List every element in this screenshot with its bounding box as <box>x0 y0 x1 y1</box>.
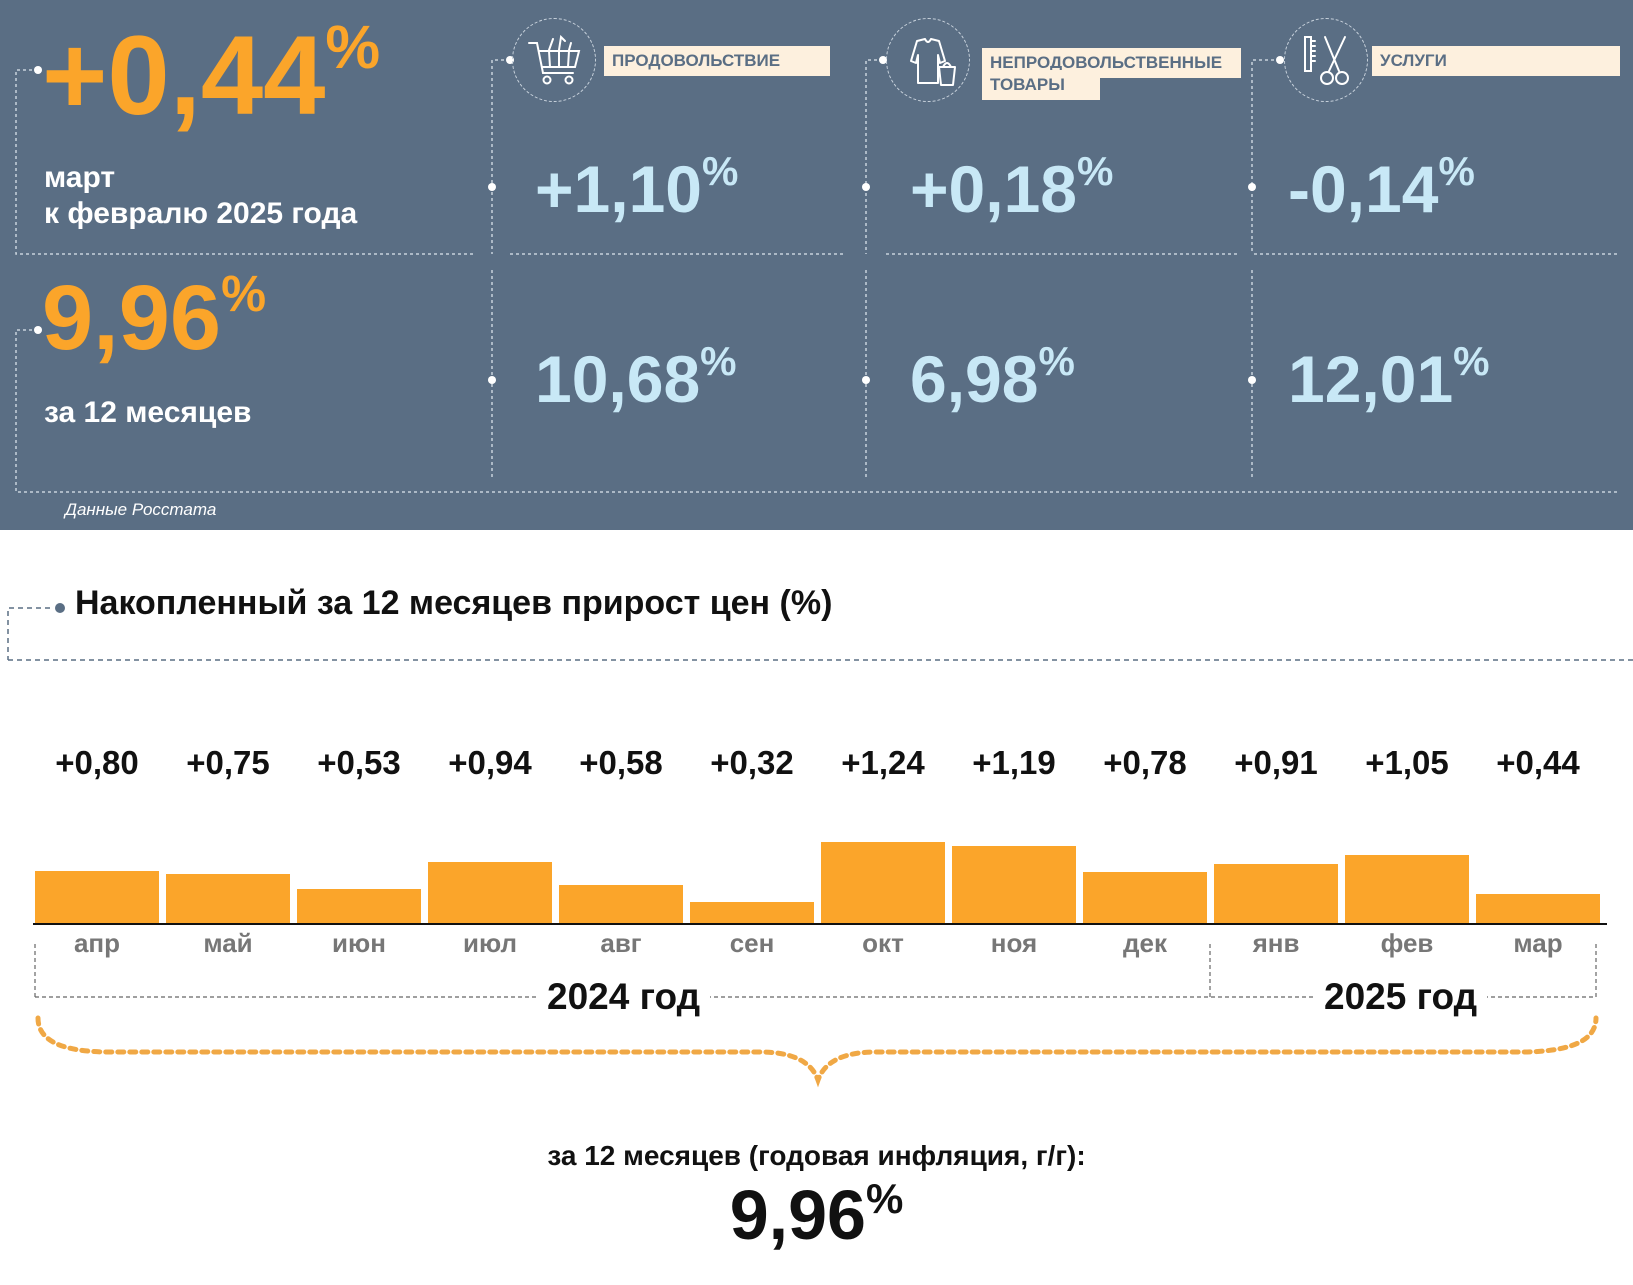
scissors-comb-icon <box>1304 36 1349 85</box>
year-label-2024: 2024 год <box>537 976 711 1018</box>
year-label-2025: 2025 год <box>1314 976 1488 1018</box>
year-brackets <box>34 944 1599 1088</box>
value-label-фев: +1,05 <box>1365 744 1449 781</box>
monthly-label-line2: к февралю 2025 года <box>44 197 358 230</box>
month-label-ноя: ноя <box>990 928 1038 958</box>
nonfood-annual-value: 6,98% <box>910 338 1075 416</box>
bar-июн <box>297 888 421 923</box>
value-label-окт: +1,24 <box>841 744 925 781</box>
value-label-сен: +0,32 <box>710 744 794 781</box>
chart-title: Накопленный за 12 месяцев прирост цен (%… <box>75 584 833 622</box>
bar-дек <box>1083 872 1207 923</box>
month-label-май: май <box>203 928 253 958</box>
bar-апр <box>35 871 159 923</box>
bar-июл <box>428 861 552 923</box>
bar-янв <box>1214 863 1338 923</box>
bar-сен <box>690 902 814 923</box>
percent-sign: % <box>1453 338 1490 385</box>
services-icon-circle <box>1284 18 1368 102</box>
bar-фев <box>1345 854 1469 923</box>
month-label-июл: июл <box>462 928 518 958</box>
value-label-июл: +0,94 <box>448 744 532 781</box>
services-annual-value: 12,01% <box>1288 338 1490 416</box>
value-label-авг: +0,58 <box>579 744 663 781</box>
month-label-июн: июн <box>332 928 386 958</box>
clothes-icon <box>910 38 956 86</box>
bar-окт <box>821 842 945 923</box>
value-label-июн: +0,53 <box>317 744 401 781</box>
shopping-cart-icon <box>528 34 581 85</box>
source-note: Данные Росстата <box>65 500 217 519</box>
percent-sign: % <box>1038 338 1075 385</box>
month-label-окт: окт <box>862 928 904 958</box>
value-label-май: +0,75 <box>186 744 270 781</box>
monthly-inflation-value: +0,44% <box>42 12 381 138</box>
food-icon-circle <box>512 18 596 102</box>
x-axis-line <box>33 923 1607 925</box>
summary-panel: +0,44% март к февралю 2025 года 9,96% за… <box>0 0 1633 530</box>
category-label-nonfood-line1: НЕПРОДОВОЛЬСТВЕННЫЕ <box>982 48 1241 78</box>
nonfood-monthly-value: +0,18% <box>910 148 1114 226</box>
nonfood-icon-circle <box>886 18 970 102</box>
bar-мар <box>1476 894 1600 923</box>
percent-sign: % <box>702 148 739 195</box>
month-label-мар: мар <box>1513 928 1563 958</box>
percent-sign: % <box>1438 148 1475 195</box>
category-label-nonfood-line2: ТОВАРЫ <box>982 70 1100 100</box>
food-monthly-value: +1,10% <box>535 148 739 226</box>
bar-ноя <box>952 845 1076 923</box>
food-annual-value: 10,68% <box>535 338 737 416</box>
value-label-апр: +0,80 <box>55 744 139 781</box>
month-label-авг: авг <box>600 928 642 958</box>
services-monthly-value: -0,14% <box>1288 148 1475 226</box>
annual-label: за 12 месяцев <box>44 396 252 429</box>
month-label-апр: апр <box>73 928 121 958</box>
month-label-сен: сен <box>729 928 775 958</box>
annual-inflation-value: 9,96% <box>42 265 267 369</box>
month-label-дек: дек <box>1123 928 1167 958</box>
value-label-дек: +0,78 <box>1103 744 1187 781</box>
month-label-фев: фев <box>1380 928 1434 958</box>
percent-sign: % <box>325 12 381 82</box>
month-label-янв: янв <box>1252 928 1300 958</box>
percent-sign: % <box>865 1174 904 1222</box>
value-label-ноя: +1,19 <box>972 744 1056 781</box>
value-label-янв: +0,91 <box>1234 744 1318 781</box>
annual-summary-value: 9,96% <box>729 1174 904 1254</box>
chart-decoration <box>7 603 1633 661</box>
percent-sign: % <box>1077 148 1114 195</box>
category-label-food: ПРОДОВОЛЬСТВИЕ <box>604 46 830 76</box>
bar-май <box>166 874 290 923</box>
annual-summary-label: за 12 месяцев (годовая инфляция, г/г): <box>547 1140 1086 1171</box>
monthly-label-line1: март <box>44 161 116 194</box>
percent-sign: % <box>700 338 737 385</box>
category-label-services: УСЛУГИ <box>1372 46 1620 76</box>
percent-sign: % <box>221 265 267 323</box>
panel-dotted-lines <box>15 56 1620 493</box>
bar-авг <box>559 885 683 923</box>
value-label-мар: +0,44 <box>1496 744 1580 781</box>
